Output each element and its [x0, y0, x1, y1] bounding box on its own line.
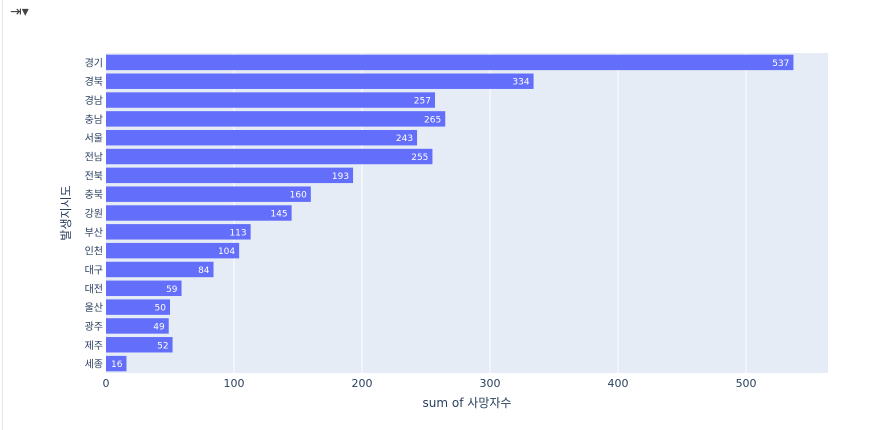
y-tick-label: 경기	[85, 56, 103, 69]
y-tick-label: 대전	[85, 283, 103, 295]
bar	[106, 318, 169, 334]
y-tick-label: 전남	[85, 152, 103, 164]
bar-value-label: 265	[424, 115, 441, 125]
bar	[106, 224, 251, 240]
bar-value-label: 334	[512, 78, 529, 88]
y-tick-label: 전북	[85, 170, 103, 182]
bar	[106, 337, 173, 353]
bar-value-label: 50	[155, 304, 167, 314]
bar	[106, 167, 354, 184]
bar-value-label: 193	[332, 172, 349, 182]
bar	[106, 111, 446, 127]
x-tick-label: 0	[103, 377, 110, 390]
bar	[106, 186, 311, 202]
bar	[106, 54, 794, 71]
bar	[106, 242, 240, 259]
y-tick-label: 울산	[85, 302, 103, 314]
toggle-panel-icon[interactable]: ⇥▾	[10, 4, 29, 20]
bar	[106, 299, 171, 315]
y-tick-label: 서울	[85, 133, 103, 145]
bar-value-label: 49	[153, 322, 165, 332]
page-border	[2, 0, 3, 430]
x-tick-label: 200	[352, 377, 373, 390]
bar	[106, 261, 214, 278]
y-tick-label: 강원	[85, 208, 103, 220]
bar-value-label: 52	[157, 341, 168, 351]
y-tick-label: 세종	[85, 359, 103, 371]
bar-value-label: 537	[772, 59, 789, 69]
bar-value-label: 59	[166, 285, 178, 295]
y-tick-label: 충남	[85, 114, 103, 126]
bar	[106, 92, 435, 108]
y-tick-label: 인천	[85, 246, 103, 258]
bar-value-label: 104	[218, 247, 235, 257]
x-tick-label: 100	[224, 377, 245, 390]
bar	[106, 280, 182, 297]
bar-value-label: 145	[270, 210, 287, 220]
bar-value-label: 16	[111, 360, 123, 370]
bar	[106, 129, 418, 146]
x-tick-label: 500	[736, 377, 757, 390]
y-tick-label: 부산	[85, 227, 103, 239]
y-tick-label: 광주	[85, 321, 103, 333]
y-tick-label: 제주	[85, 340, 103, 352]
bar-value-label: 113	[229, 228, 246, 238]
bar-value-label: 255	[411, 153, 428, 163]
y-tick-label: 충북	[85, 189, 103, 201]
bar-value-label: 257	[414, 97, 431, 107]
x-tick-label: 400	[608, 377, 629, 390]
x-axis-title: sum of 사망자수	[423, 396, 512, 410]
y-tick-label: 경북	[85, 75, 103, 88]
y-tick-label: 대구	[85, 264, 103, 276]
bar	[106, 148, 433, 165]
x-tick-label: 300	[480, 377, 501, 390]
bar	[106, 73, 534, 89]
bar-value-label: 84	[198, 266, 210, 276]
y-tick-label: 경남	[85, 94, 103, 107]
y-axis-title: 발생지시도	[59, 185, 73, 240]
bar-value-label: 243	[396, 134, 413, 144]
bar	[106, 355, 127, 372]
bar	[106, 205, 292, 221]
bar-value-label: 160	[290, 191, 307, 201]
